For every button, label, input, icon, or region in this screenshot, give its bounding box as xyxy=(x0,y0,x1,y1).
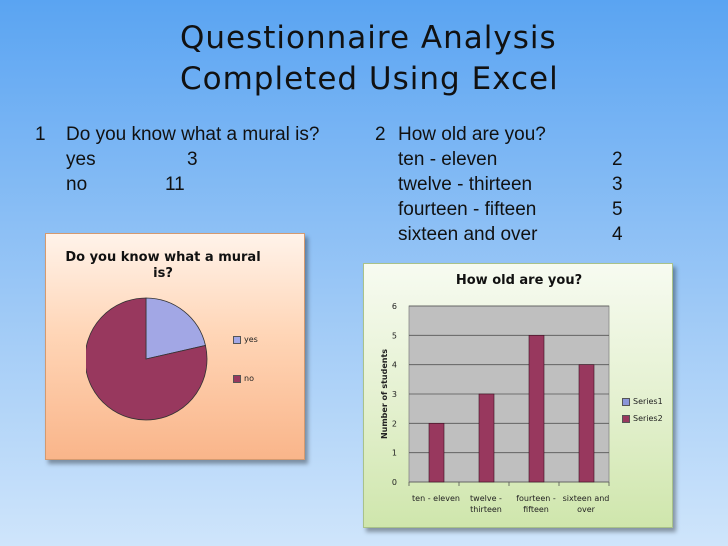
pie-chart-panel: Do you know what a mural is? yes no xyxy=(45,233,305,460)
bar-ten - eleven xyxy=(428,423,445,483)
pie-slice-yes xyxy=(145,297,206,360)
age-row-2-label: twelve - thirteen xyxy=(398,174,533,195)
bar-chart-panel: How old are you? 0 1 2 3 4 5 6 ten - eleven twel… xyxy=(363,263,673,528)
pie-legend-yes-swatch xyxy=(233,335,241,344)
bar-chart: 0 1 2 3 4 5 6 ten - eleven twelve - thirteen fourt… xyxy=(380,302,610,514)
title-line-2: Completed Using Excel xyxy=(180,61,559,97)
bar-chart-title: How old are you? xyxy=(455,273,583,288)
pie-legend-yes: yes xyxy=(233,335,258,344)
answer-no-label: no xyxy=(66,174,88,195)
age-row-1-label: ten - eleven xyxy=(398,149,498,170)
age-row-2-value: 3 xyxy=(612,174,623,195)
y-tick-label: 4 xyxy=(392,361,397,370)
pie-legend-no-swatch xyxy=(233,374,241,383)
y-tick-label: 1 xyxy=(392,449,397,458)
question-1-number: 1 xyxy=(35,124,46,145)
bar-legend-series1: Series1 xyxy=(622,397,663,406)
title-line-1: Questionnaire Analysis xyxy=(180,20,557,56)
bar-legend-series1-label: Series1 xyxy=(633,397,663,406)
x-tick-label: sixteen and xyxy=(563,494,610,503)
age-row-3-label: fourteen - fifteen xyxy=(398,199,537,220)
age-row-1-value: 2 xyxy=(612,149,623,170)
pie-title-line-2: is? xyxy=(153,266,173,281)
age-row-4-value: 4 xyxy=(612,224,623,245)
y-tick-label: 2 xyxy=(392,419,397,428)
age-row-4-label: sixteen and over xyxy=(398,224,538,245)
question-2-number: 2 xyxy=(375,124,386,145)
x-tick-label: ten - eleven xyxy=(412,494,460,503)
slide-title: Questionnaire Analysis Completed Using E… xyxy=(180,18,559,100)
bar-sixteen and over xyxy=(578,364,595,483)
pie-chart xyxy=(86,297,208,421)
x-tick-label: thirteen xyxy=(470,505,502,514)
bar-twelve - thirteen xyxy=(478,393,495,483)
bar-legend-series2-swatch xyxy=(622,414,630,423)
x-tick-label: fourteen - xyxy=(516,494,556,503)
age-row-3-value: 5 xyxy=(612,199,623,220)
answer-no-value: 11 xyxy=(165,174,185,195)
x-tick-label: over xyxy=(577,505,596,514)
answer-yes-value: 3 xyxy=(187,149,198,170)
y-tick-label: 3 xyxy=(392,390,397,399)
answer-yes-label: yes xyxy=(66,149,96,170)
y-axis-label: Number of students xyxy=(380,349,389,439)
pie-title-line-1: Do you know what a mural xyxy=(65,250,261,265)
y-tick-label: 5 xyxy=(392,331,397,340)
y-tick-label: 0 xyxy=(392,478,397,487)
x-tick-label: twelve - xyxy=(470,494,502,503)
x-tick-label: fifteen xyxy=(523,505,549,514)
bar-fourteen - fifteen xyxy=(528,335,545,483)
pie-legend-yes-label: yes xyxy=(244,335,258,344)
pie-legend-no-label: no xyxy=(244,374,254,383)
bar-legend-series2: Series2 xyxy=(622,414,663,423)
pie-chart-title: Do you know what a mural is? xyxy=(58,250,268,282)
y-tick-label: 6 xyxy=(392,302,397,311)
question-2-text: How old are you? xyxy=(398,124,546,145)
bar-legend-series2-label: Series2 xyxy=(633,414,663,423)
pie-slice-no xyxy=(86,297,208,421)
question-1-text: Do you know what a mural is? xyxy=(66,124,320,145)
bar-legend-series1-swatch xyxy=(622,397,630,406)
pie-legend-no: no xyxy=(233,374,254,383)
